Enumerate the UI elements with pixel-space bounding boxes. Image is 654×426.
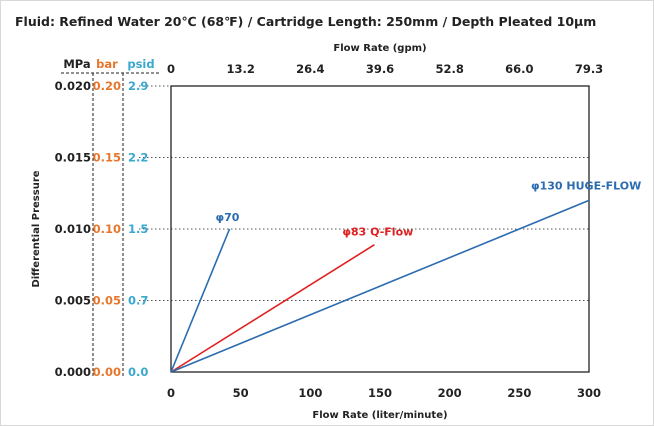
y-tick-label-bar: 0.10 xyxy=(93,222,121,236)
y-tick-label-psid: 1.5 xyxy=(128,222,148,236)
y-tick-label-mpa: 0.005 xyxy=(55,294,91,308)
y-tick-label-bar: 0.05 xyxy=(93,294,121,308)
series-line-1 xyxy=(170,244,375,373)
x-axis-label: Flow Rate (liter/minute) xyxy=(312,410,447,421)
series-line-2 xyxy=(170,199,590,373)
x2-tick-label: 13.2 xyxy=(226,62,254,76)
x2-tick-label: 79.3 xyxy=(575,62,603,76)
x-tick-label: 100 xyxy=(298,386,322,400)
series-label-0: φ70 xyxy=(216,211,240,224)
y-tick-label-psid: 0.7 xyxy=(128,294,148,308)
x2-tick-label: 52.8 xyxy=(435,62,463,76)
chart-title: Fluid: Refined Water 20℃ (68℉) / Cartrid… xyxy=(15,14,596,29)
y-tick-label-mpa: 0.010 xyxy=(55,222,91,236)
plot-area-border xyxy=(170,85,590,373)
y-tick-label-psid: 2.2 xyxy=(128,151,148,165)
y-tick-label-bar: 0.15 xyxy=(93,151,121,165)
y-unit-header-psid: psid xyxy=(127,57,154,71)
y-unit-header-mpa: MPa xyxy=(63,57,90,71)
x-tick-label: 250 xyxy=(507,386,531,400)
x2-tick-label: 26.4 xyxy=(296,62,324,76)
x-tick-label: 200 xyxy=(438,386,462,400)
x-tick-label: 150 xyxy=(368,386,392,400)
x-tick-label: 50 xyxy=(233,386,249,400)
series-label-2: φ130 HUGE-FLOW xyxy=(531,179,641,192)
x2-tick-label: 0 xyxy=(167,62,175,76)
series-line-0 xyxy=(170,228,231,373)
x2-axis-label: Flow Rate (gpm) xyxy=(333,43,426,54)
y-axis-label: Differential Pressure xyxy=(31,170,42,287)
y-tick-label-bar: 0.20 xyxy=(93,79,121,93)
y-tick-label-mpa: 0.020 xyxy=(55,79,91,93)
y-tick-label-mpa: 0.015 xyxy=(55,151,91,165)
y-tick-label-psid: 0.0 xyxy=(128,365,148,379)
x2-tick-label: 39.6 xyxy=(366,62,394,76)
x-tick-label: 300 xyxy=(577,386,601,400)
y-unit-header-bar: bar xyxy=(96,57,118,71)
y-tick-label-psid: 2.9 xyxy=(128,79,148,93)
x2-tick-label: 66.0 xyxy=(505,62,533,76)
x-tick-label: 0 xyxy=(167,386,175,400)
y-tick-label-bar: 0.00 xyxy=(93,365,121,379)
series-label-1: φ83 Q-Flow xyxy=(342,226,413,239)
y-tick-label-mpa: 0.000 xyxy=(55,365,91,379)
